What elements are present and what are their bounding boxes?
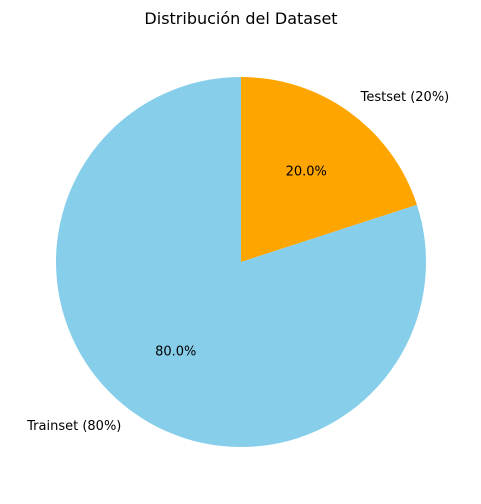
slice-label-1: Trainset (80%)	[26, 419, 121, 434]
slice-label-0: Testset (20%)	[360, 90, 450, 105]
pie-labels: Testset (20%) 20.0% Trainset (80%) 80.0%	[26, 90, 449, 434]
slice-percent-label-1: 80.0%	[155, 344, 196, 359]
pie-slice-0	[241, 77, 417, 262]
pie-slice-1	[56, 77, 426, 447]
slice-percent-label-0: 20.0%	[286, 165, 327, 180]
chart-title: Distribución del Dataset	[144, 9, 337, 28]
pie-slices	[56, 77, 426, 447]
